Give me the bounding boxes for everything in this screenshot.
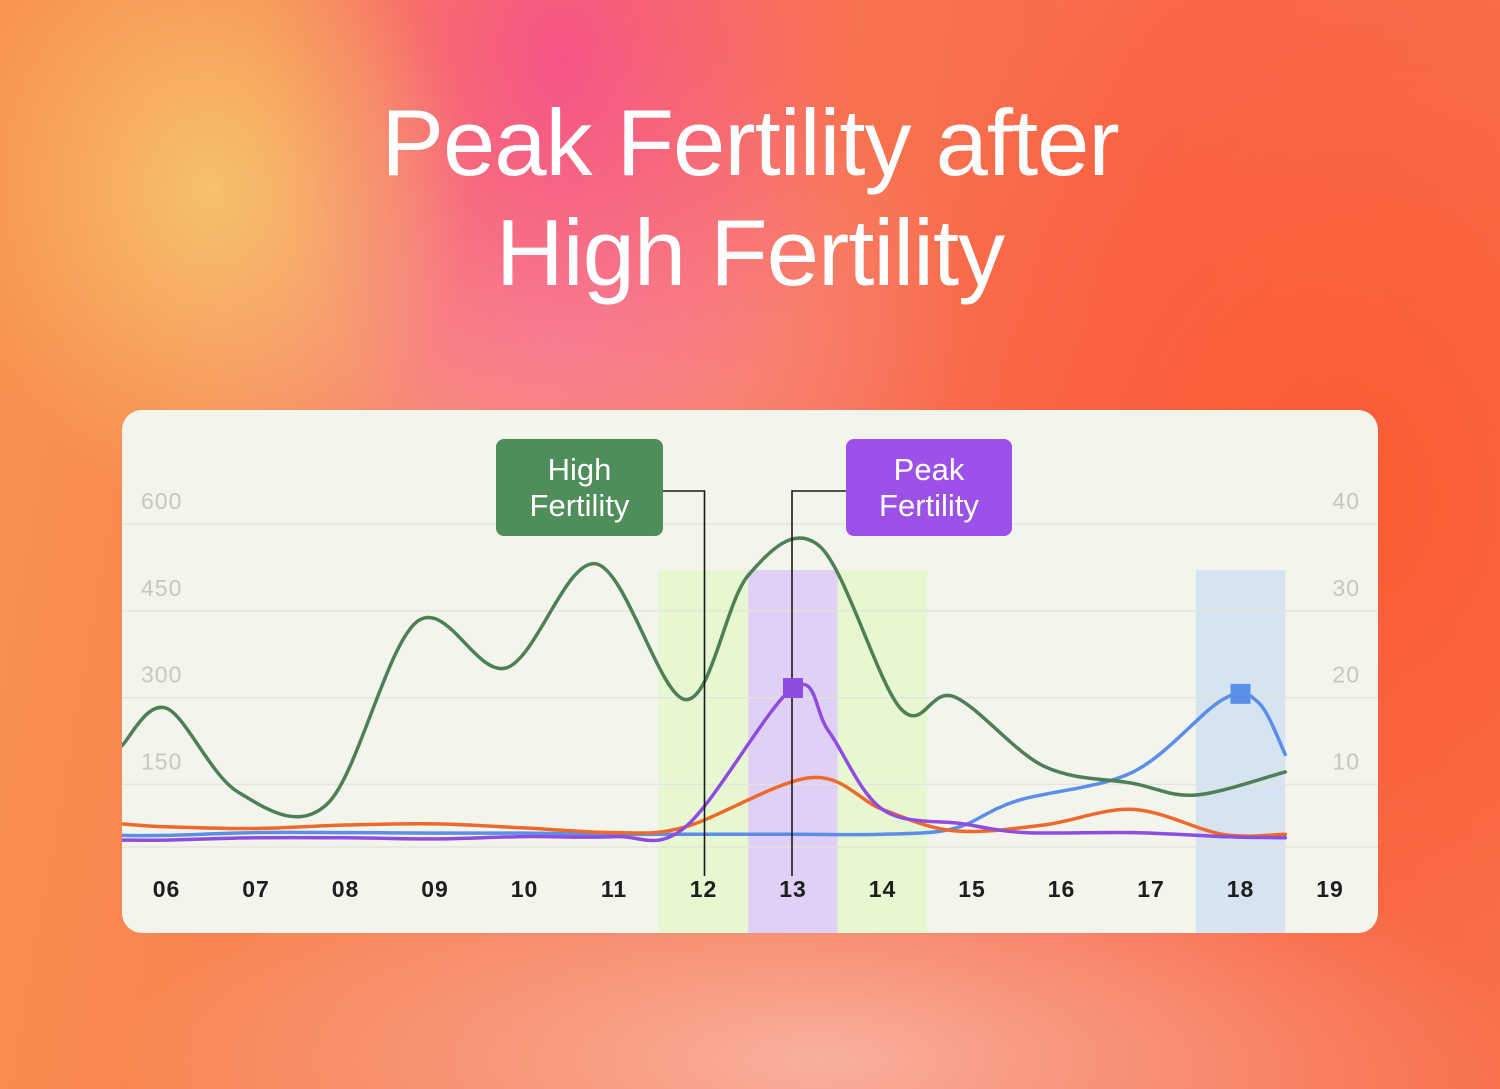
fertility-chart: 150 300 450 600 10 20 30 40 06 07 08 09 10 11 12 13 14… — [122, 488, 1378, 933]
x-label-07: 07 — [242, 876, 270, 902]
x-label-08: 08 — [332, 876, 360, 902]
x-label-06: 06 — [153, 876, 181, 902]
left-axis-ticks: 150 300 450 600 — [141, 488, 182, 774]
left-tick-600: 600 — [141, 488, 182, 514]
left-tick-300: 300 — [141, 662, 182, 688]
x-label-13: 13 — [779, 876, 807, 902]
series-line-4 — [122, 691, 1288, 838]
x-label-11: 11 — [601, 876, 627, 902]
title-line-2: High Fertility — [495, 200, 1005, 305]
marker-13 — [783, 678, 803, 699]
series-line-2 — [122, 682, 1288, 843]
peak-fertility-callout: Peak Fertility — [846, 439, 1012, 536]
x-label-19: 19 — [1316, 876, 1344, 902]
peak-callout-connector — [791, 490, 846, 876]
x-label-16: 16 — [1048, 876, 1076, 902]
high-callout-connector — [663, 490, 706, 876]
series-line-1 — [122, 536, 1288, 819]
band-14 — [837, 570, 928, 933]
peak-callout-line-2: Fertility — [879, 487, 979, 523]
chart-card: 150 300 450 600 10 20 30 40 06 07 08 09 10 11 12 13 14… — [122, 410, 1378, 933]
marker-18 — [1230, 683, 1251, 704]
right-tick-30: 30 — [1332, 575, 1360, 601]
x-axis-labels: 06 07 08 09 10 11 12 13 14 15 16 17 18 19 — [153, 876, 1344, 902]
right-tick-20: 20 — [1332, 662, 1360, 688]
x-label-14: 14 — [869, 876, 897, 902]
x-label-12: 12 — [690, 876, 718, 902]
x-label-10: 10 — [511, 876, 539, 902]
band-12 — [658, 570, 749, 933]
x-label-18: 18 — [1227, 876, 1255, 902]
left-tick-150: 150 — [141, 748, 182, 774]
series-lines — [122, 536, 1288, 843]
high-callout-line-1: High — [547, 451, 612, 487]
title-line-1: Peak Fertility after — [381, 90, 1119, 195]
page-title: Peak Fertility after High Fertility — [0, 88, 1500, 308]
point-markers — [783, 678, 1251, 704]
right-axis-ticks: 10 20 30 40 — [1332, 488, 1360, 774]
highlight-bands — [658, 570, 1286, 933]
band-18 — [1195, 570, 1286, 933]
peak-callout-line-1: Peak — [893, 451, 965, 487]
x-label-09: 09 — [421, 876, 449, 902]
grid-lines — [122, 523, 1378, 848]
callout-connectors — [663, 490, 846, 876]
high-fertility-callout: High Fertility — [496, 439, 663, 536]
left-tick-450: 450 — [141, 575, 182, 601]
high-callout-line-2: Fertility — [529, 487, 630, 523]
right-tick-40: 40 — [1332, 488, 1360, 514]
band-13 — [748, 570, 838, 933]
right-tick-10: 10 — [1332, 748, 1360, 774]
x-label-17: 17 — [1137, 876, 1165, 902]
x-label-15: 15 — [958, 876, 986, 902]
